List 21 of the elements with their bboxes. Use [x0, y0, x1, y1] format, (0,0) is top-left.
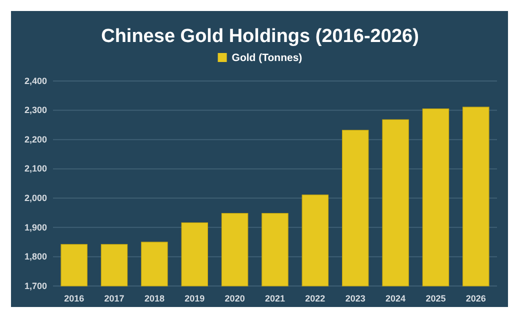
x-tick-label: 2024 [386, 293, 406, 304]
x-tick-label: 2018 [144, 293, 164, 304]
x-tick-label: 2022 [305, 293, 326, 304]
y-tick-label: 1,700 [24, 280, 47, 291]
x-tick-label: 2021 [264, 293, 286, 304]
y-tick-label: 1,800 [24, 252, 47, 262]
x-tick-label: 2023 [345, 293, 366, 304]
y-tick-label: 2,100 [24, 164, 47, 174]
y-tick-label: 2,400 [24, 76, 47, 86]
x-tick-label: 2019 [184, 293, 205, 304]
chart-title: Chinese Gold Holdings (2016-2026) [101, 26, 419, 47]
x-tick-label: 2020 [224, 293, 245, 304]
x-tick-label: 2026 [466, 293, 486, 304]
y-tick-label: 1,900 [24, 222, 47, 232]
x-tick-label: 2016 [64, 293, 84, 304]
legend-label: Gold (Tonnes) [232, 52, 302, 64]
y-tick-label: 2,300 [24, 105, 47, 116]
y-tick-label: 2,200 [24, 134, 47, 144]
x-tick-label: 2025 [426, 293, 446, 304]
y-tick-label: 2,000 [24, 193, 47, 204]
x-tick-label: 2017 [104, 293, 124, 304]
